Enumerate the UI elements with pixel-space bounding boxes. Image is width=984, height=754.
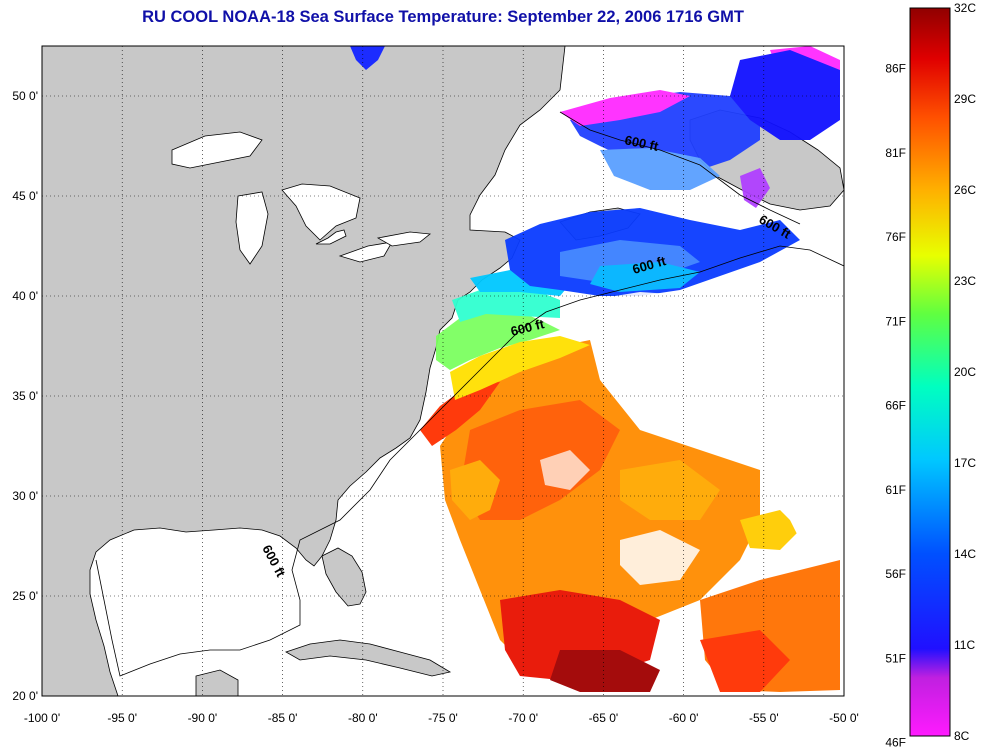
cuba-land xyxy=(285,639,452,677)
colorbar-fahrenheit-label: 81F xyxy=(885,146,906,160)
longitude-tick-label: -70 0' xyxy=(508,711,538,725)
plot-frame xyxy=(41,45,845,697)
colorbar-fahrenheit-label: 51F xyxy=(885,651,906,665)
colorbar-fahrenheit-label: 56F xyxy=(885,567,906,581)
colorbar-fahrenheit-label: 61F xyxy=(885,483,906,497)
north-america-land xyxy=(42,46,566,696)
longitude-tick-label: -50 0' xyxy=(829,711,859,725)
latitude-tick-label: 20 0' xyxy=(12,689,38,703)
graticule xyxy=(42,46,844,696)
sst-swath xyxy=(420,46,840,692)
colorbar-celsius-label: 14C xyxy=(954,547,976,561)
latitude-tick-label: 50 0' xyxy=(12,89,38,103)
longitude-tick-label: -80 0' xyxy=(348,711,378,725)
longitude-tick-label: -85 0' xyxy=(268,711,298,725)
longitude-tick-label: -55 0' xyxy=(749,711,779,725)
depth-contour-line xyxy=(95,111,844,677)
colorbar-celsius-label: 20C xyxy=(954,365,976,379)
colorbar-celsius-label: 29C xyxy=(954,92,976,106)
hudson-bay-water xyxy=(350,46,385,70)
longitude-tick-label: -60 0' xyxy=(669,711,699,725)
map-title: RU COOL NOAA-18 Sea Surface Temperature:… xyxy=(142,8,744,26)
contour-label-st-lawrence: 600 ft xyxy=(623,132,660,154)
colorbar-fahrenheit-label: 46F xyxy=(885,736,906,750)
colorbar-fahrenheit-label: 86F xyxy=(885,62,906,76)
colorbar-celsius-label: 23C xyxy=(954,274,976,288)
colorbar-fahrenheit-label: 76F xyxy=(885,230,906,244)
colorbar-labels: 32C 29C 26C 23C 20C 17C 14C 11C 8C 86F 81F 76F 71F 66… xyxy=(885,1,976,750)
longitude-tick-label: -75 0' xyxy=(428,711,458,725)
latitude-tick-label: 25 0' xyxy=(12,589,38,603)
colorbar-fahrenheit-label: 71F xyxy=(885,314,906,328)
latitude-axis: 20 0' 25 0' 30 0' 35 0' 40 0' 45 0' 50 0' xyxy=(12,89,38,703)
colorbar-celsius-label: 32C xyxy=(954,1,976,15)
longitude-tick-label: -90 0' xyxy=(188,711,218,725)
yucatan-land xyxy=(195,669,239,696)
colorbar-celsius-label: 11C xyxy=(954,638,975,652)
longitude-tick-label: -100 0' xyxy=(24,711,60,725)
colorbar-celsius-label: 8C xyxy=(954,729,970,743)
colorbar xyxy=(909,7,951,737)
longitude-tick-label: -95 0' xyxy=(107,711,137,725)
latitude-tick-label: 30 0' xyxy=(12,489,38,503)
colorbar-celsius-label: 26C xyxy=(954,183,976,197)
latitude-tick-label: 40 0' xyxy=(12,289,38,303)
colorbar-fahrenheit-label: 66F xyxy=(885,399,906,413)
longitude-tick-label: -65 0' xyxy=(589,711,619,725)
latitude-tick-label: 45 0' xyxy=(12,189,38,203)
latitude-tick-label: 35 0' xyxy=(12,389,38,403)
great-lakes xyxy=(171,131,432,265)
longitude-axis: -100 0' -95 0' -90 0' -85 0' -80 0' -75 0' -70… xyxy=(24,711,859,725)
colorbar-celsius-label: 17C xyxy=(954,456,976,470)
